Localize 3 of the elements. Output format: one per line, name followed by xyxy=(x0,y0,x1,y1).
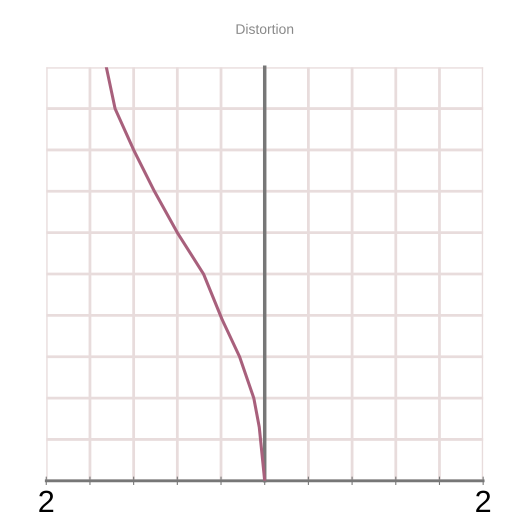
x-tick-label: 2 xyxy=(39,490,54,512)
x-tick-label: 2 xyxy=(476,490,490,512)
chart-title: Distortion xyxy=(236,24,294,34)
